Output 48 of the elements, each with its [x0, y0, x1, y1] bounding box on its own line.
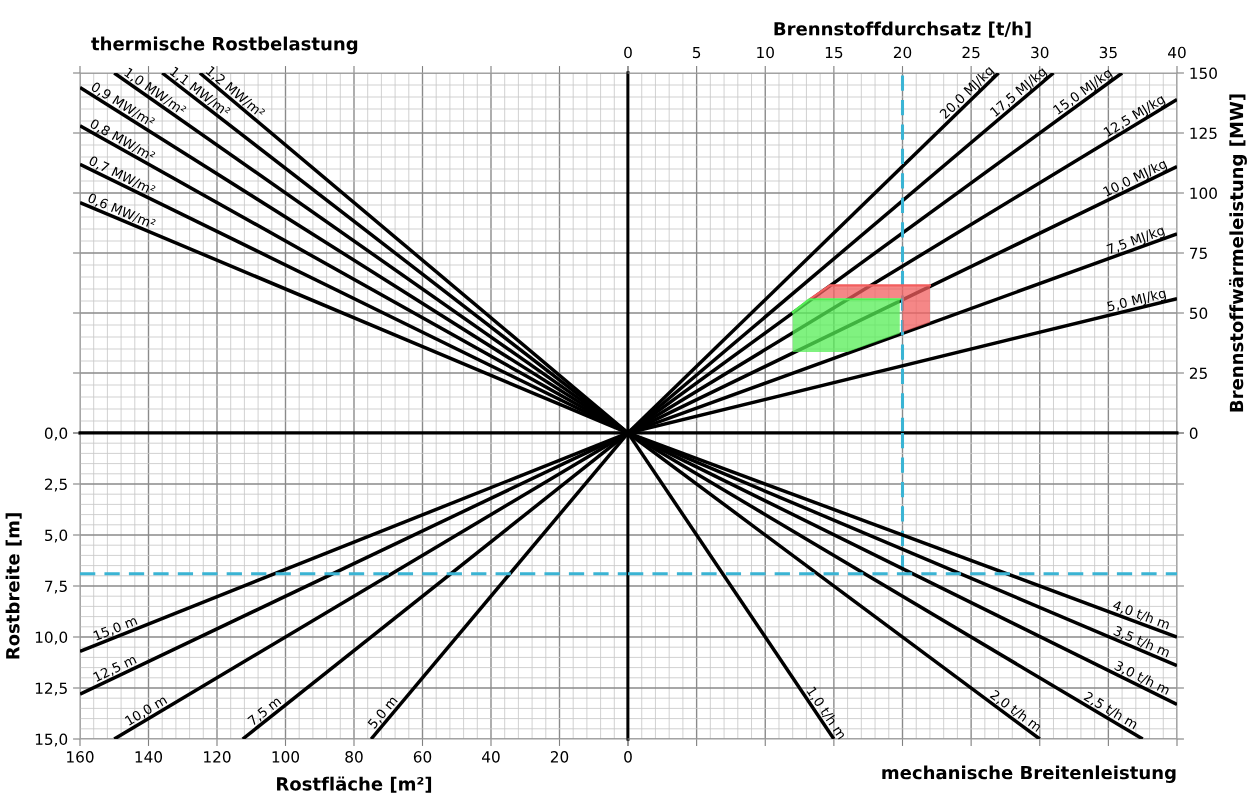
x-tick-label: 60 [413, 751, 432, 763]
text: 10,0 MJ/kg [1102, 158, 1169, 199]
y-tick-label: 2,5 [45, 478, 67, 492]
y-tick-label: 50 [1189, 307, 1208, 320]
text: 10,0 m [124, 694, 169, 727]
y-tick-label: 150 [1190, 67, 1217, 80]
x-axis-title: Rostfläche [m²] [277, 776, 432, 793]
x-tick-label: 40 [482, 751, 500, 763]
text: 12,5 m [92, 654, 138, 684]
y-tick-label: 0 [1189, 427, 1198, 440]
x-tick-label: 140 [135, 751, 163, 763]
x-tick-label: 100 [272, 751, 300, 763]
y-tick-label: 12,5 [35, 682, 67, 696]
y-tick-label: 15,0 [35, 733, 68, 747]
text: 5,0 m [367, 695, 399, 730]
x-tick-label: 120 [204, 751, 231, 763]
y-tick-label: 5,0 [45, 529, 68, 543]
x-tick-label: 25 [962, 46, 980, 59]
y-tick-label: 10,0 [35, 631, 68, 645]
x-tick-label: 15 [825, 46, 843, 59]
x-tick-label: 30 [1031, 46, 1049, 59]
x-tick-label: 5 [692, 46, 701, 59]
x-tick-label: 10 [757, 46, 774, 59]
y-tick-label: 125 [1190, 127, 1217, 140]
x-tick-label: 40 [1168, 46, 1186, 59]
x-tick-label: 20 [550, 751, 569, 763]
y-tick-label: 7,5 [45, 580, 67, 594]
y-axis-title: Brennstoffwärmeleistung [MW] [1229, 94, 1247, 412]
text: 7,5 MJ/kg [1106, 224, 1166, 257]
text: 2,0 t/h m [988, 689, 1043, 734]
y-tick-label: 25 [1189, 367, 1207, 380]
y-tick-label: 0,0 [44, 427, 68, 441]
text: 5,0 MJ/kg [1106, 287, 1167, 315]
y-tick-label: 75 [1190, 247, 1207, 260]
y-axis-title: Rostbreite [m] [5, 513, 22, 659]
x-axis-title: Brennstoffdurchsatz [t/h] [774, 21, 1031, 38]
x-axis-title: mechanische Breitenleistung [882, 765, 1176, 783]
text: 7,5 m [247, 695, 283, 727]
x-tick-label: 20 [893, 46, 912, 59]
text: 15,0 m [93, 615, 139, 642]
chart-title: thermische Rostbelastung [91, 36, 358, 55]
x-tick-label: 80 [345, 751, 363, 763]
text: 1,0 t/h m [805, 686, 848, 741]
y-tick-label: 100 [1190, 187, 1217, 200]
x-tick-label: 0 [624, 46, 632, 59]
x-tick-label: 35 [1099, 46, 1117, 59]
x-tick-label: 0 [624, 751, 632, 763]
x-tick-label: 160 [67, 751, 94, 763]
